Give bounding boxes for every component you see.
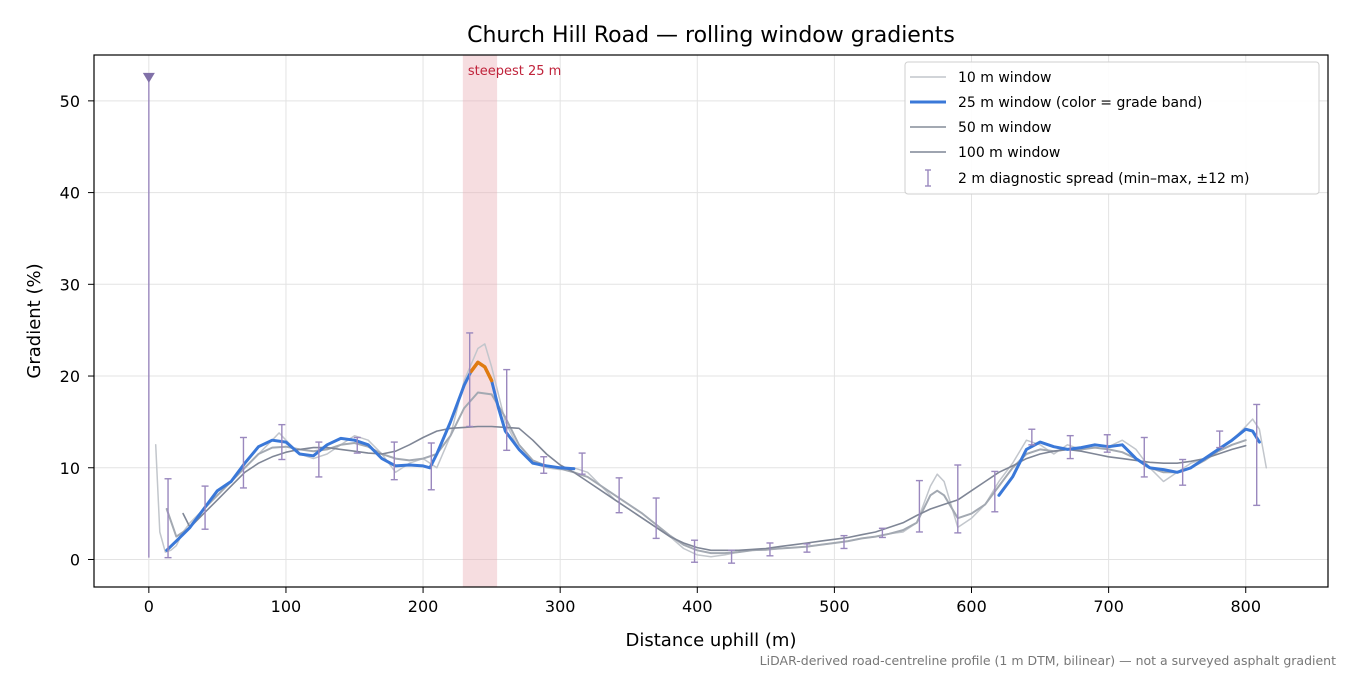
legend-label-50m: 50 m window [958, 120, 1051, 136]
error-bar [652, 497, 660, 540]
error-bar [540, 456, 548, 474]
error-bar [1028, 428, 1036, 446]
error-bar [1179, 458, 1187, 486]
series-line-50m [165, 391, 1247, 555]
error-bar [915, 479, 923, 533]
legend-label-100m: 100 m window [958, 145, 1060, 161]
x-tick-label: 100 [271, 597, 302, 616]
x-tick-label: 600 [956, 597, 987, 616]
plot-frame [93, 54, 1329, 588]
error-bar [840, 534, 848, 550]
error-bar [991, 470, 999, 513]
y-tick-label: 20 [60, 367, 80, 386]
error-bar [691, 539, 699, 563]
chart-title: Church Hill Road — rolling window gradie… [467, 23, 955, 48]
error-bar [578, 452, 586, 475]
y-tick-label: 0 [70, 550, 80, 569]
error-bar [390, 441, 398, 481]
error-bar [427, 442, 435, 491]
legend-label-10m: 10 m window [958, 70, 1051, 86]
error-bar [1066, 434, 1074, 460]
error-bar [1216, 430, 1224, 449]
error-bar [803, 543, 811, 553]
error-bar [503, 368, 511, 452]
error-bar [315, 441, 323, 478]
steepest-band [462, 55, 498, 587]
steepest-band-label: steepest 25 m [468, 64, 561, 79]
error-bar [278, 423, 286, 461]
y-tick-label: 30 [60, 275, 80, 294]
error-bar [353, 436, 361, 454]
x-tick-label: 0 [144, 597, 154, 616]
series-line-25m [165, 360, 576, 552]
error-bar [766, 542, 774, 557]
legend-label-errorbar: 2 m diagnostic spread (min–max, ±12 m) [958, 171, 1249, 187]
legend-label-25m: 25 m window (color = grade band) [958, 95, 1202, 111]
series-layer [154, 343, 1268, 558]
x-axis-label: Distance uphill (m) [626, 630, 797, 651]
series-line-25m [997, 427, 1261, 497]
x-tick-label: 300 [545, 597, 576, 616]
legend-swatch-errorbar [925, 169, 931, 187]
error-bar [164, 478, 172, 559]
error-bar [201, 485, 209, 530]
x-tick-label: 500 [819, 597, 850, 616]
error-bar [954, 464, 962, 534]
y-tick-label: 50 [60, 92, 80, 111]
error-bar [239, 436, 247, 489]
series-line-25m-steep [469, 360, 494, 383]
error-bar [728, 549, 736, 564]
y-axis: 0 10 20 30 40 50 [60, 92, 94, 569]
error-bar [615, 477, 623, 514]
error-bar [466, 332, 474, 428]
x-tick-label: 400 [682, 597, 713, 616]
spike-marker-triangle [142, 72, 155, 83]
legend: 10 m window 25 m window (color = grade b… [904, 61, 1320, 195]
y-tick-label: 10 [60, 459, 80, 478]
error-bar [1140, 436, 1148, 478]
x-tick-label: 200 [408, 597, 439, 616]
x-axis: 0 100 200 300 400 500 600 700 800 [144, 587, 1261, 616]
footnote: LiDAR-derived road-centreline profile (1… [760, 653, 1336, 668]
error-bar [878, 527, 886, 539]
y-axis-label: Gradient (%) [24, 263, 45, 378]
y-tick-label: 40 [60, 184, 80, 203]
error-bars [164, 332, 1261, 564]
error-bar [1103, 434, 1111, 453]
x-tick-label: 700 [1093, 597, 1124, 616]
legend-box [904, 61, 1320, 195]
spike-marker [142, 72, 155, 558]
error-bar [1253, 403, 1261, 507]
x-tick-label: 800 [1230, 597, 1261, 616]
